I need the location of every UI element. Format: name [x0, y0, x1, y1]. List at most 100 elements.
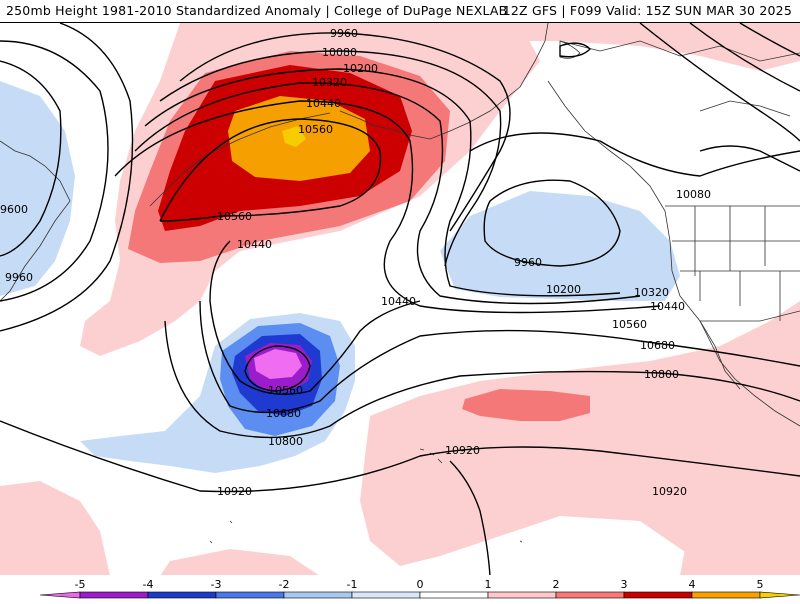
contour-9840-northeast	[559, 42, 591, 58]
contour-labels: 9960 10080 10200 10320 10440 10560 9600 …	[0, 27, 711, 498]
contour-label: 9960	[5, 271, 33, 284]
aleutian-chain	[149, 112, 331, 207]
anomaly-neg5-region	[254, 349, 302, 379]
colorbar-segments	[39, 591, 800, 599]
colorbar-tick-label: 4	[689, 578, 696, 591]
contour-label: 10320	[312, 76, 347, 89]
contour-9600-west	[0, 60, 62, 257]
colorbar-segment	[487, 591, 557, 599]
colorbar-tick-label: 3	[621, 578, 628, 591]
contour-10920	[0, 420, 800, 493]
colorbar-tick-label: -5	[75, 578, 86, 591]
anomaly-pos1-region-south	[360, 301, 800, 576]
contour-label: 10560	[612, 318, 647, 331]
positive-anomaly-fills	[0, 23, 800, 576]
contour-10200	[144, 68, 621, 297]
contour-10560-low	[244, 345, 311, 392]
contour-label: 10560	[217, 210, 252, 223]
contour-label: 10440	[306, 97, 341, 110]
colorbar-tick-label: -4	[143, 578, 154, 591]
contour-10680	[199, 300, 800, 414]
contour-label: 10560	[298, 123, 333, 136]
negative-anomaly-fills	[0, 81, 680, 473]
siberia-coast	[0, 140, 71, 302]
colorbar-segment	[759, 591, 800, 599]
contour-label: 10920	[652, 485, 687, 498]
anomaly-pos2-region-south	[462, 389, 590, 421]
contour-east-north-4	[699, 145, 800, 172]
contour-10080	[159, 50, 502, 267]
colorbar: -5 -4 -3 -2 -1 0 1 2 3 4 5	[0, 575, 800, 600]
contour-east-north-2	[689, 23, 800, 92]
south-pacific-islands	[209, 520, 523, 544]
colorbar-tick-label: 5	[757, 578, 764, 591]
map-canvas: 9960 10080 10200 10320 10440 10560 9600 …	[0, 23, 800, 576]
contour-label: 10680	[640, 339, 675, 352]
colorbar-tick-label: -3	[211, 578, 222, 591]
contour-10080-east	[469, 132, 800, 177]
colorbar-segment	[215, 591, 285, 599]
anomaly-pos5-region	[282, 126, 306, 147]
contour-label: 10800	[268, 435, 303, 448]
contour-label: 10200	[546, 283, 581, 296]
alaska-coastline	[339, 23, 549, 140]
contour-label: 10800	[644, 368, 679, 381]
contour-label: 10920	[445, 444, 480, 457]
us-state-lines	[672, 206, 800, 321]
colorbar-segment	[555, 591, 625, 599]
hudson-region	[699, 100, 791, 117]
colorbar-segment	[419, 591, 489, 599]
arctic-coast	[559, 40, 800, 62]
anomaly-pos1-region-southwest	[0, 481, 110, 576]
contour-label: 10080	[322, 46, 357, 59]
colorbar-segment	[39, 591, 81, 599]
contour-label: 10080	[676, 188, 711, 201]
contour-label: 9960	[514, 256, 542, 269]
contour-label: 10920	[217, 485, 252, 498]
colorbar-segment	[283, 591, 353, 599]
contour-label: 10560	[268, 384, 303, 397]
anomaly-pos1-region-far-south	[680, 506, 800, 576]
contour-label: 10440	[237, 238, 272, 251]
model-run-info: 12Z GFS | F099 Valid: 15Z SUN MAR 30 202…	[502, 3, 792, 18]
anomaly-neg1-region-nw	[0, 81, 75, 296]
contour-label: 10440	[381, 295, 416, 308]
colorbar-segment	[79, 591, 149, 599]
contour-10440-trough	[209, 240, 421, 396]
contour-9960-west	[0, 40, 109, 302]
contour-east-north-1	[639, 23, 800, 142]
contour-10440	[114, 100, 661, 314]
colorbar-ticks: -5 -4 -3 -2 -1 0 1 2 3 4 5	[75, 578, 764, 591]
contour-label: 10200	[343, 62, 378, 75]
colorbar-segment	[623, 591, 693, 599]
colorbar-segment	[147, 591, 217, 599]
height-contours	[0, 23, 800, 576]
contour-label: 10320	[634, 286, 669, 299]
colorbar-tick-label: 1	[485, 578, 492, 591]
contour-10800	[164, 320, 800, 439]
contour-label: 9600	[0, 203, 28, 216]
contour-10320	[134, 82, 641, 305]
colorbar-tick-label: -1	[347, 578, 358, 591]
contour-east-north-3	[739, 23, 800, 57]
colorbar-tick-label: -2	[279, 578, 290, 591]
anomaly-neg1-region-ne	[440, 191, 680, 301]
contour-9960-north	[179, 32, 511, 232]
map-panel: 9960 10080 10200 10320 10440 10560 9600 …	[0, 22, 800, 577]
contour-10560-high	[159, 118, 382, 222]
colorbar-tick-label: 2	[553, 578, 560, 591]
anomaly-pos1-region-east	[470, 23, 800, 71]
colorbar-svg: -5 -4 -3 -2 -1 0 1 2 3 4 5	[39, 578, 800, 599]
contour-10080-west	[0, 23, 134, 332]
anomaly-pos1-region-bottom	[160, 549, 320, 576]
map-title: 250mb Height 1981-2010 Standardized Anom…	[6, 3, 508, 18]
contour-label: 10440	[650, 300, 685, 313]
contour-9960-east-low	[483, 179, 621, 267]
contour-label: 10680	[266, 407, 301, 420]
contour-label: 9960	[330, 27, 358, 40]
colorbar-tick-label: 0	[417, 578, 424, 591]
mexico-border	[700, 310, 800, 322]
colorbar-segment	[691, 591, 761, 599]
baja-california	[699, 320, 741, 390]
